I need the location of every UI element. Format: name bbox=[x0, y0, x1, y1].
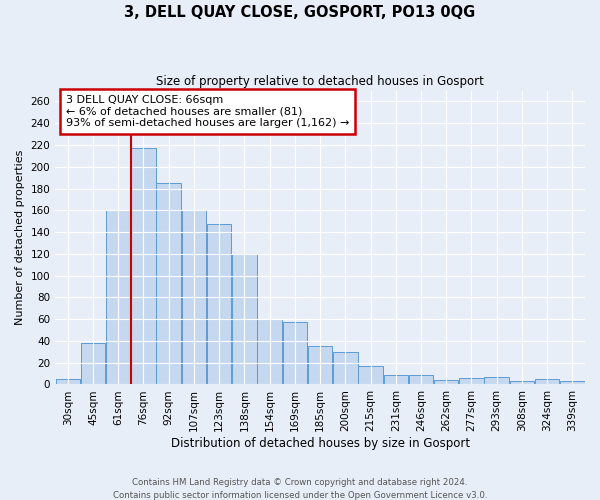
Bar bbox=[484, 377, 509, 384]
Bar bbox=[232, 254, 257, 384]
Bar bbox=[535, 379, 559, 384]
Bar bbox=[56, 379, 80, 384]
Text: 3, DELL QUAY CLOSE, GOSPORT, PO13 0QG: 3, DELL QUAY CLOSE, GOSPORT, PO13 0QG bbox=[124, 5, 476, 20]
Bar bbox=[283, 322, 307, 384]
Bar bbox=[207, 224, 232, 384]
Bar bbox=[308, 346, 332, 385]
Bar bbox=[182, 210, 206, 384]
Bar bbox=[560, 381, 584, 384]
Title: Size of property relative to detached houses in Gosport: Size of property relative to detached ho… bbox=[156, 75, 484, 88]
X-axis label: Distribution of detached houses by size in Gosport: Distribution of detached houses by size … bbox=[170, 437, 470, 450]
Text: 3 DELL QUAY CLOSE: 66sqm
← 6% of detached houses are smaller (81)
93% of semi-de: 3 DELL QUAY CLOSE: 66sqm ← 6% of detache… bbox=[66, 95, 349, 128]
Bar bbox=[333, 352, 358, 384]
Text: Contains HM Land Registry data © Crown copyright and database right 2024.
Contai: Contains HM Land Registry data © Crown c… bbox=[113, 478, 487, 500]
Bar bbox=[509, 381, 534, 384]
Bar bbox=[157, 183, 181, 384]
Bar bbox=[459, 378, 484, 384]
Bar bbox=[358, 366, 383, 384]
Bar bbox=[106, 210, 130, 384]
Bar bbox=[131, 148, 156, 384]
Bar bbox=[434, 380, 458, 384]
Bar bbox=[409, 374, 433, 384]
Bar bbox=[383, 374, 408, 384]
Y-axis label: Number of detached properties: Number of detached properties bbox=[15, 150, 25, 325]
Bar bbox=[81, 343, 105, 384]
Bar bbox=[257, 319, 282, 384]
